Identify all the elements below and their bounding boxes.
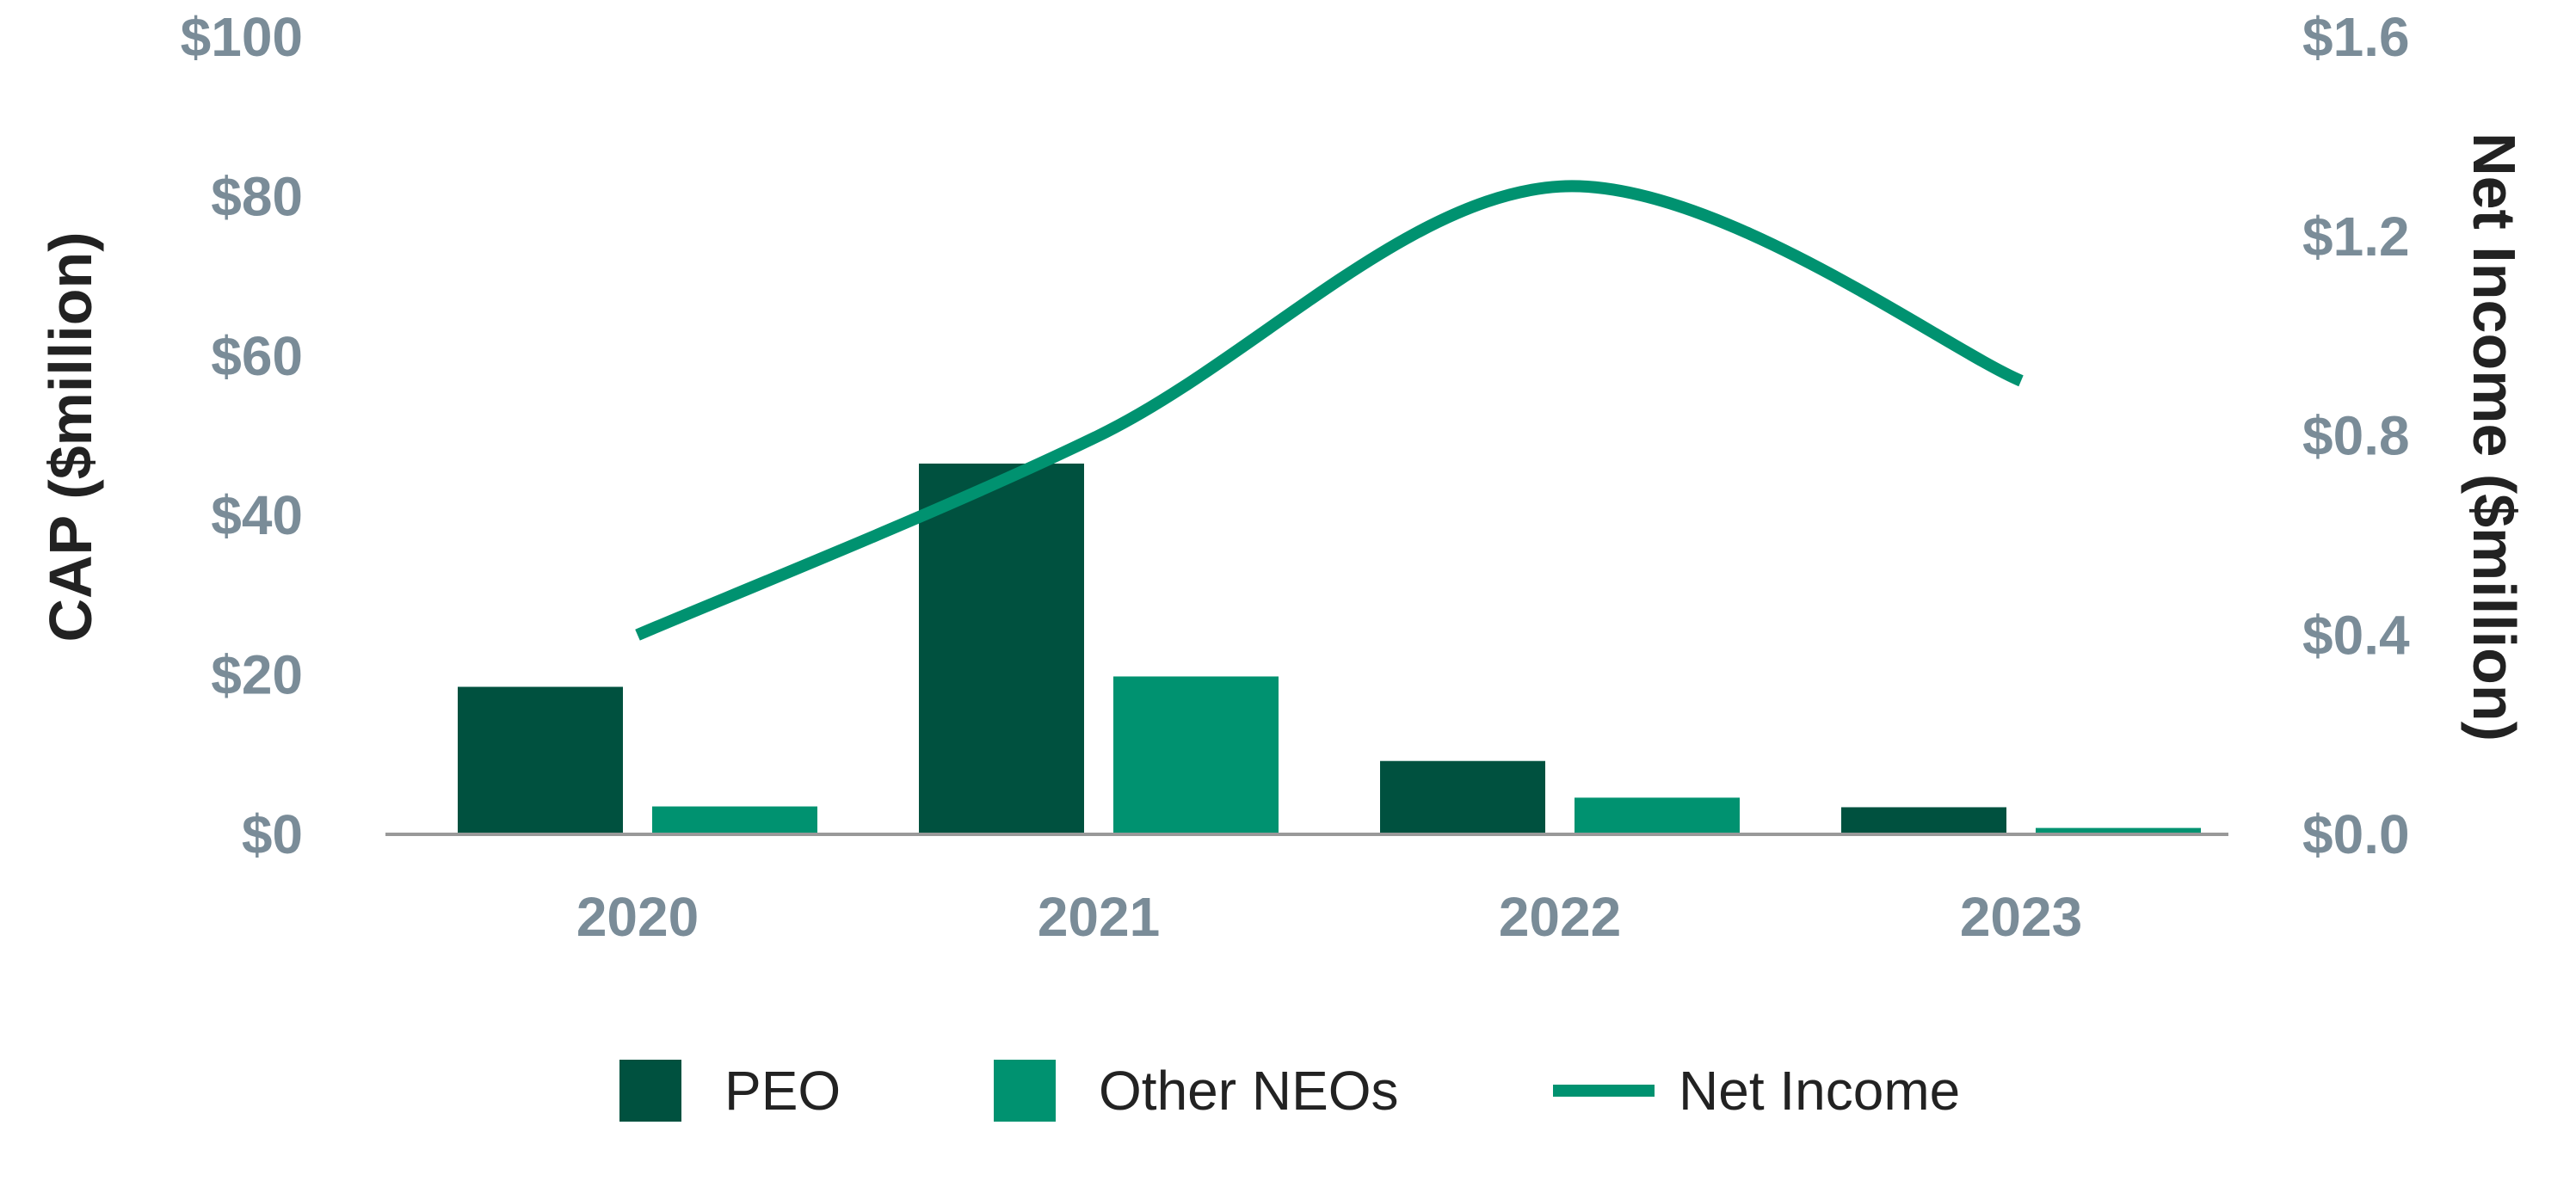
left-tick-label: $0 <box>242 803 303 865</box>
x-tick-label: 2022 <box>1499 886 1621 948</box>
left-axis-title: CAP ($million) <box>37 231 104 642</box>
bar-other-neos-2020 <box>652 806 817 834</box>
right-tick-label: $0.0 <box>2302 803 2410 865</box>
x-tick-label: 2021 <box>1038 886 1160 948</box>
net-income-line-group <box>635 180 2024 641</box>
left-tick-label: $40 <box>211 484 303 546</box>
x-axis-ticks: 2020 2021 2022 2023 <box>576 886 2082 948</box>
legend-label-net-income: Net Income <box>1679 1060 1960 1122</box>
x-tick-label: 2020 <box>576 886 699 948</box>
legend: PEO Other NEOs Net Income <box>619 1060 1960 1122</box>
x-tick-label: 2023 <box>1960 886 2082 948</box>
bars <box>458 463 2201 834</box>
right-axis-title: Net Income ($million) <box>2461 132 2528 741</box>
bar-peo-2021 <box>919 463 1084 834</box>
left-tick-label: $20 <box>211 644 303 706</box>
right-axis-ticks: $0.0 $0.4 $0.8 $1.2 $1.6 <box>2302 6 2410 865</box>
left-tick-label: $80 <box>211 165 303 227</box>
legend-label-other-neos: Other NEOs <box>1099 1060 1399 1122</box>
right-tick-label: $1.6 <box>2302 6 2410 68</box>
right-tick-label: $0.8 <box>2302 405 2410 467</box>
bar-other-neos-2021 <box>1113 676 1279 834</box>
bar-other-neos-2023 <box>2036 827 2201 834</box>
right-tick-label: $0.4 <box>2302 604 2410 666</box>
left-tick-label: $100 <box>181 6 303 68</box>
bar-other-neos-2022 <box>1575 797 1740 834</box>
bar-peo-2020 <box>458 686 623 834</box>
legend-swatch-peo <box>619 1060 681 1122</box>
net-income-line <box>635 180 2024 641</box>
bar-peo-2022 <box>1380 760 1545 834</box>
right-tick-label: $1.2 <box>2302 206 2410 268</box>
left-tick-label: $60 <box>211 325 303 387</box>
left-axis-ticks: $0 $20 $40 $60 $80 $100 <box>181 6 303 865</box>
legend-swatch-other-neos <box>994 1060 1056 1122</box>
bar-peo-2023 <box>1841 807 2006 834</box>
legend-label-peo: PEO <box>724 1060 841 1122</box>
